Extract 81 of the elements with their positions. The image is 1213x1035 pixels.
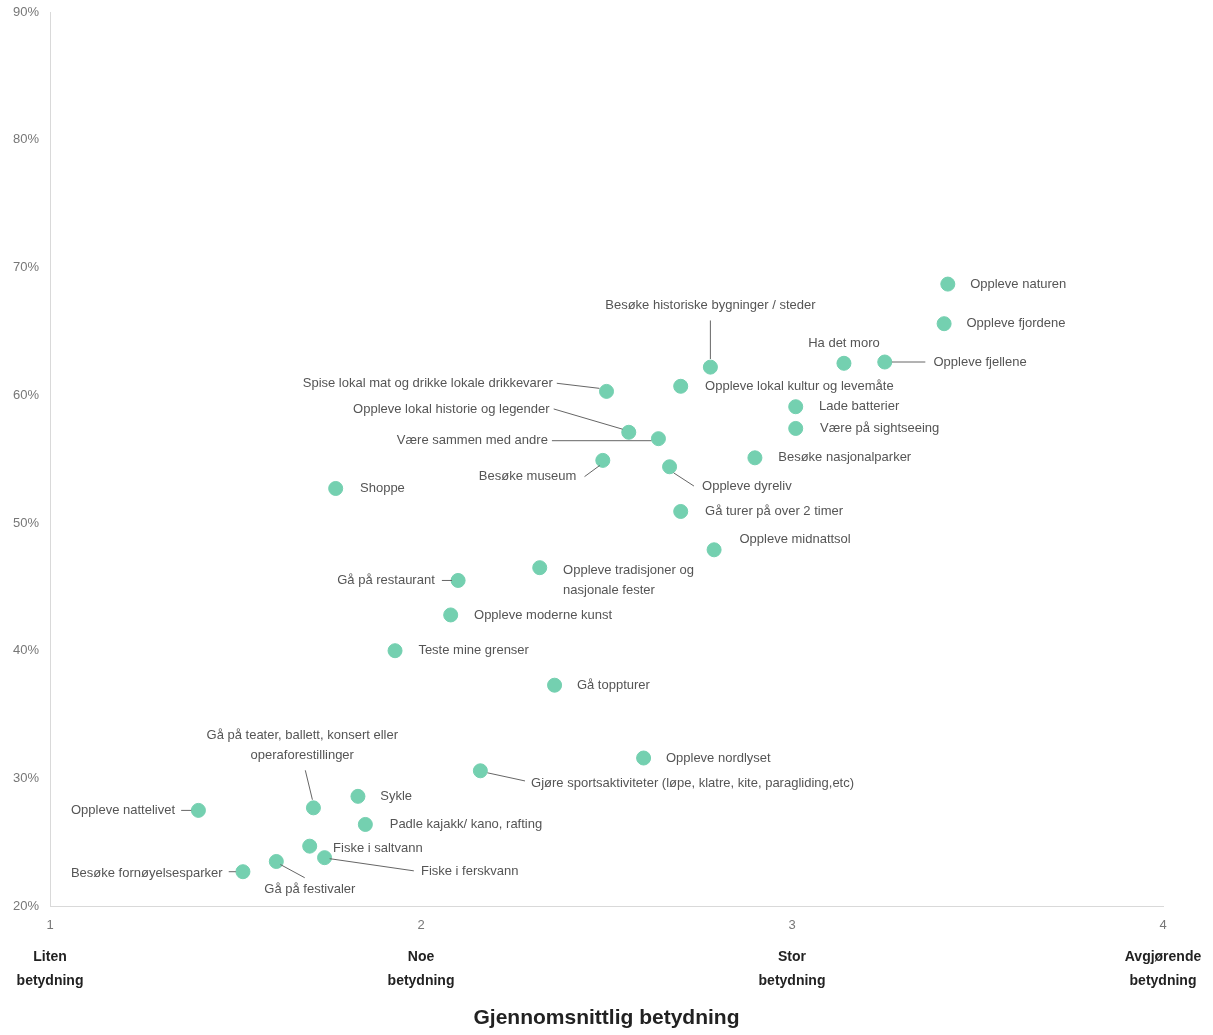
point — [936, 316, 952, 332]
annotation: Være på sightseeing — [820, 420, 940, 436]
point — [357, 816, 373, 832]
annotation: Besøke fornøyelsesparker — [70, 865, 224, 881]
y-tick-label: 70% — [12, 259, 40, 275]
point — [190, 802, 206, 818]
point — [547, 677, 563, 693]
point — [443, 607, 459, 623]
point — [706, 542, 722, 558]
y-tick-label: 20% — [12, 897, 40, 913]
point — [302, 838, 318, 854]
annotation: Gå på restaurant — [337, 572, 436, 588]
point — [305, 800, 321, 816]
y-tick-label: 50% — [12, 514, 40, 530]
annotation: Shoppe — [360, 480, 405, 496]
annotation: Oppleve midnattsol — [739, 531, 851, 547]
point — [599, 383, 615, 399]
x-axis-title: Gjennomsnittlig betydning — [473, 1005, 740, 1029]
point — [673, 378, 689, 394]
point — [877, 354, 893, 370]
annotation: Besøke museum — [478, 468, 577, 484]
y-tick-label: 30% — [12, 770, 40, 786]
point — [788, 420, 804, 436]
y-tick-label: 60% — [12, 386, 40, 402]
point — [235, 864, 251, 880]
point — [328, 480, 344, 496]
annotation: Oppleve nattelivet — [71, 801, 176, 817]
annotation: Oppleve nordlyset — [665, 749, 772, 765]
text: Stor betydning — [758, 948, 826, 989]
annotation: Gå turer på over 2 timer — [705, 503, 844, 519]
point — [532, 560, 548, 576]
annotation: Teste mine grenser — [418, 642, 530, 658]
x-tick-label: 2 — [417, 916, 425, 932]
point — [268, 853, 284, 869]
y-tick-label: 80% — [12, 131, 40, 147]
point — [472, 763, 488, 779]
annotation: Oppleve dyreliv — [702, 477, 793, 493]
point — [702, 359, 718, 375]
point — [650, 431, 666, 447]
point — [350, 788, 366, 804]
annotation: Ha det moro — [808, 334, 880, 350]
text: Liten betydning — [16, 948, 84, 989]
point — [317, 850, 333, 866]
annotation: Fiske i saltvann — [333, 839, 423, 855]
point — [636, 750, 652, 766]
text: Avgjørende betydning — [1124, 948, 1202, 989]
point — [450, 572, 466, 588]
point — [621, 424, 637, 440]
annotation: Gå toppturer — [576, 676, 651, 692]
x-tick-label: 3 — [788, 916, 796, 932]
annotation: Oppleve naturen — [970, 275, 1067, 291]
annotation: Oppleve fjellene — [933, 353, 1027, 369]
point — [662, 459, 678, 475]
annotation: Oppleve fjordene — [966, 315, 1066, 331]
annotation: Oppleve tradisjoner og nasjonale fester — [563, 562, 694, 598]
annotation: Padle kajakk/ kano, rafting — [389, 816, 543, 832]
point — [595, 452, 611, 468]
point — [788, 399, 804, 415]
y-tick-label: 40% — [12, 642, 40, 658]
annotation: Gå på festivaler — [264, 881, 356, 897]
annotation: Være sammen med andre — [396, 432, 548, 448]
x-tick-label: 4 — [1159, 916, 1167, 932]
annotation: Sykle — [380, 787, 413, 803]
annotation: Oppleve lokal kultur og levemåte — [705, 377, 894, 393]
y-tick-label: 90% — [12, 3, 40, 19]
point — [387, 643, 403, 659]
annotation: Besøke historiske bygninger / steder — [605, 296, 817, 312]
annotation: Oppleve lokal historie og legender — [353, 400, 551, 416]
point — [836, 355, 852, 371]
annotation: Oppleve moderne kunst — [474, 606, 613, 622]
annotation: Besøke nasjonalparker — [778, 449, 912, 465]
text: Noe betydning — [387, 948, 455, 989]
annotation: Spise lokal mat og drikke lokale drikkevarer — [302, 374, 554, 390]
annotation: Fiske i ferskvann — [420, 863, 519, 879]
annotation: Gå på teater, ballett, konsert eller operaforestillinger — [206, 727, 399, 763]
annotation: Gjøre sportsaktiviteter (løpe, klatre, kite, paragliding,etc) — [531, 774, 855, 790]
x-tick-label: 1 — [46, 916, 54, 932]
point — [940, 276, 956, 292]
annotation: Lade batterier — [819, 398, 900, 414]
point — [673, 503, 689, 519]
point — [747, 450, 763, 466]
